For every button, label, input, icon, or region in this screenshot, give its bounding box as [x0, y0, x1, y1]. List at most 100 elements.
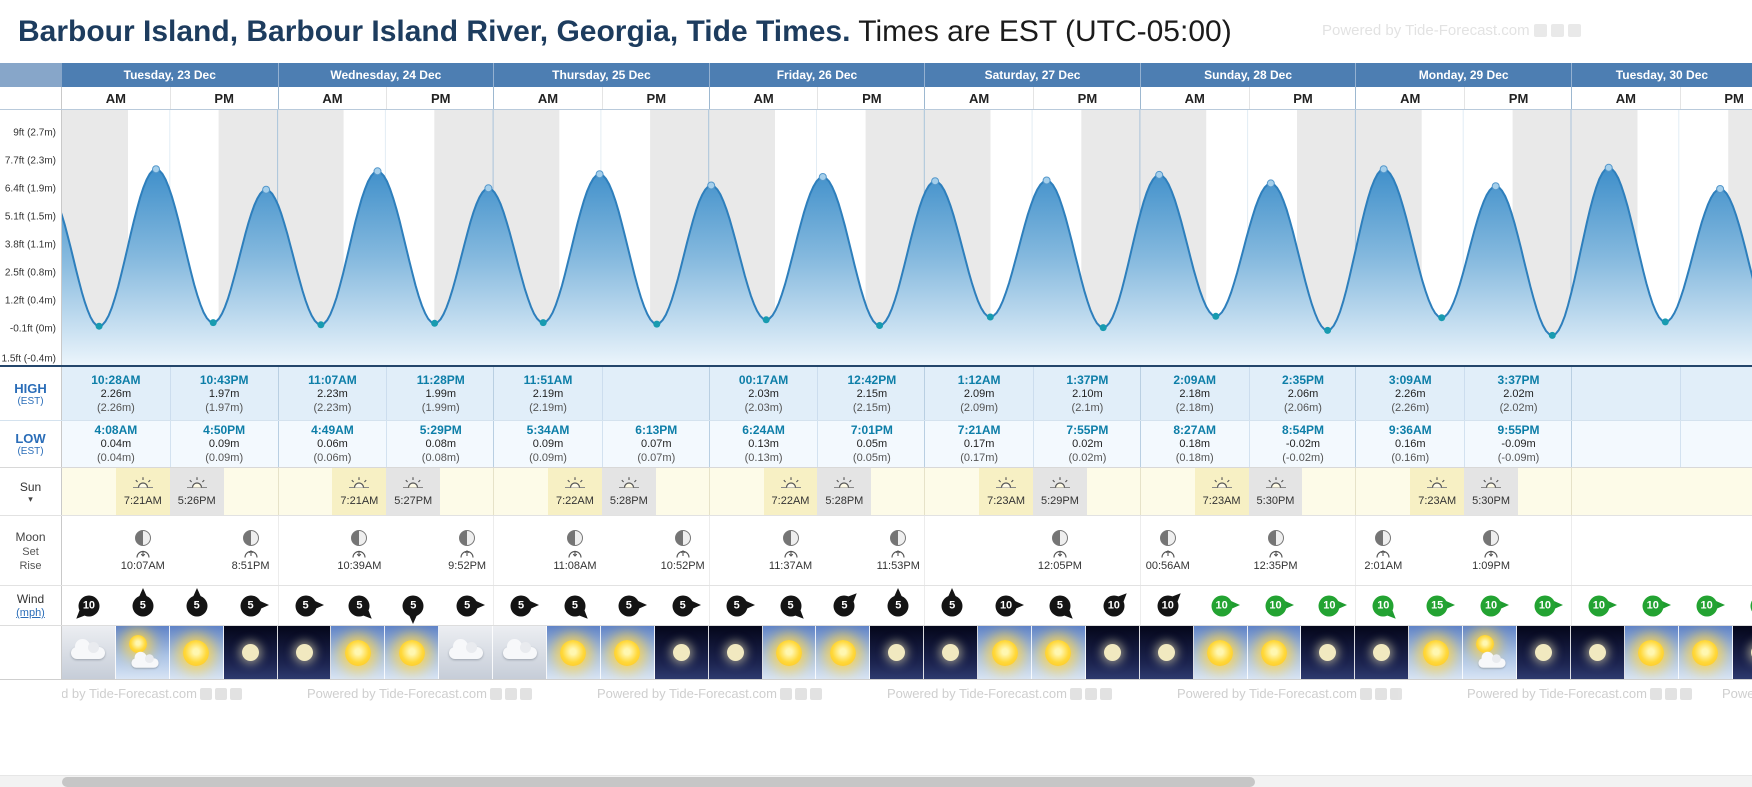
watermark-icon	[504, 687, 517, 700]
sunrise-icon	[1211, 476, 1233, 494]
watermark-icon	[229, 687, 242, 700]
sun-icon	[829, 639, 856, 666]
watermark: Powered by Tide-Forecast.com	[1467, 686, 1692, 701]
wind-day-cell: 10 15 10 10	[1355, 586, 1571, 625]
moon-quarter: 10:07AM	[116, 516, 170, 585]
watermark-icon	[214, 687, 227, 700]
weather-day-cell	[1139, 626, 1356, 679]
moon-icon	[241, 644, 259, 661]
tide-height-m-alt: (2.26m)	[96, 401, 135, 414]
sun-icon	[1207, 639, 1234, 666]
sunny-icon	[1247, 626, 1302, 679]
wind-badge: 5	[123, 591, 163, 621]
low-day-cell: 5:34AM 0.09m (0.09m) 6:13PM 0.07m (0.07m)	[493, 421, 709, 467]
sunset-time: 5:29PM	[1040, 495, 1079, 507]
clear-night-icon	[1732, 626, 1752, 679]
tide-height-m: 2.26m	[100, 387, 132, 400]
tide-height-m-alt: (0.16m)	[1391, 452, 1430, 464]
wind-label: Wind	[16, 592, 45, 606]
tide-time: 2:09AM	[1173, 372, 1217, 387]
watermark-icon	[1649, 687, 1662, 700]
wind-quarter: 10	[1680, 586, 1734, 625]
moonset-icon	[1268, 548, 1284, 558]
moon-rise-time: 11:53PM	[876, 559, 920, 572]
moon-quarter	[1572, 516, 1626, 585]
tide-time: 6:24AM	[742, 423, 785, 437]
wind-quarter: 5	[332, 586, 386, 625]
wind-quarter: 10	[1518, 586, 1572, 625]
wind-speed: 10	[995, 595, 1017, 616]
moon-icon	[1588, 644, 1606, 661]
scrollbar-thumb[interactable]	[62, 777, 1255, 787]
wind-badge: 10	[1202, 591, 1242, 621]
ampm-cell-am: AM	[753, 90, 774, 106]
clear-night-icon	[1139, 626, 1194, 679]
high-label-cell: HIGH (EST)	[0, 367, 62, 420]
watermark-text: Powered by Tide-Forecast.com	[1322, 22, 1530, 39]
high-label: HIGH	[14, 380, 47, 396]
wind-badge: 15	[1417, 591, 1457, 621]
tide-time: 3:09AM	[1388, 372, 1432, 387]
watermark-icon	[1664, 687, 1677, 700]
weather-day-cell	[708, 626, 925, 679]
sun-quarter	[1518, 468, 1572, 515]
tide-height-m-alt: (2.19m)	[529, 401, 567, 414]
horizontal-scrollbar[interactable]	[0, 775, 1752, 787]
ampm-cell-am: AM	[1400, 90, 1421, 106]
sunny-icon	[762, 626, 817, 679]
ampm-cell-am: AM	[537, 90, 559, 106]
sunrise-icon	[1426, 476, 1448, 494]
moon-phase-icon	[1375, 529, 1392, 546]
wind-quarter: 5	[170, 586, 224, 625]
ampm-row: AM PM AM PM AM PM AM PM AM PM AM PM AM PM AM PM	[0, 87, 1752, 110]
sunrise-time: 7:23AM	[1418, 495, 1457, 507]
wind-speed: 5	[618, 595, 640, 616]
wind-quarter: 5	[925, 586, 979, 625]
wind-speed: 10	[1588, 595, 1610, 616]
wind-speed: 5	[240, 595, 262, 616]
sunset-icon	[833, 476, 855, 494]
wind-badge: 5	[771, 591, 811, 621]
wind-quarter: 10	[979, 586, 1033, 625]
wind-badge: 5	[286, 591, 326, 621]
tide-time: 8:54PM	[1281, 423, 1324, 437]
clear-night-icon	[708, 626, 763, 679]
sun-quarter	[1302, 468, 1356, 515]
ampm-cell-am: AM	[322, 90, 343, 106]
tide-height-m: 0.02m	[1072, 438, 1103, 450]
high-day-cell: 2:09AM 2.18m (2.18m) 2:35PM 2.06m (2.06m)	[1139, 367, 1356, 420]
wind-unit-link[interactable]: (mph)	[16, 607, 45, 619]
low-tide-cell: 4:50PM 0.09m (0.09m)	[169, 421, 278, 467]
moon-rise-time: 2:01AM	[1364, 559, 1403, 572]
moon-icon	[1157, 644, 1175, 661]
timezone-note: Times are EST (UTC-05:00)	[858, 14, 1232, 48]
tide-height-m-alt: (0.09m)	[205, 452, 244, 464]
wind-badge: 5	[824, 591, 864, 621]
sun-quarter	[1734, 468, 1752, 515]
moon-phase-icon	[890, 529, 907, 546]
sun-expand-caret[interactable]: ▾	[28, 494, 33, 504]
tide-height-m-alt: (0.18m)	[1175, 452, 1214, 464]
tide-height-m-alt: (0.04m)	[96, 452, 135, 464]
sun-quarter	[1141, 468, 1195, 515]
tide-height-m: 2.26m	[1394, 387, 1426, 400]
tide-time: 10:43PM	[199, 372, 249, 387]
y-axis-label: 3.8ft (1.1m)	[4, 239, 56, 251]
day-header-cell: Wednesday, 24 Dec	[277, 63, 494, 87]
day-header-cell: Tuesday, 23 Dec	[123, 68, 216, 82]
ampm-day-cell: AM PM	[924, 87, 1140, 109]
sunset-icon	[402, 476, 424, 494]
ampm-day-cell: AM PM	[277, 87, 494, 109]
sunset-time: 5:30PM	[1472, 495, 1511, 507]
sun-quarter	[1356, 468, 1410, 515]
sun-icon	[1261, 639, 1287, 666]
moon-set-time: 12:35PM	[1253, 559, 1298, 572]
sun-label-cell: Sun ▾	[0, 468, 62, 515]
sunset-time: 5:28PM	[609, 495, 648, 507]
high-tide-cell	[1572, 367, 1680, 420]
wind-badge: 5	[1040, 591, 1080, 621]
ampm-label-cell	[0, 87, 62, 109]
tide-height-m: 0.04m	[100, 438, 132, 450]
wind-speed: 10	[78, 595, 100, 616]
sunset-time: 5:27PM	[394, 495, 433, 507]
